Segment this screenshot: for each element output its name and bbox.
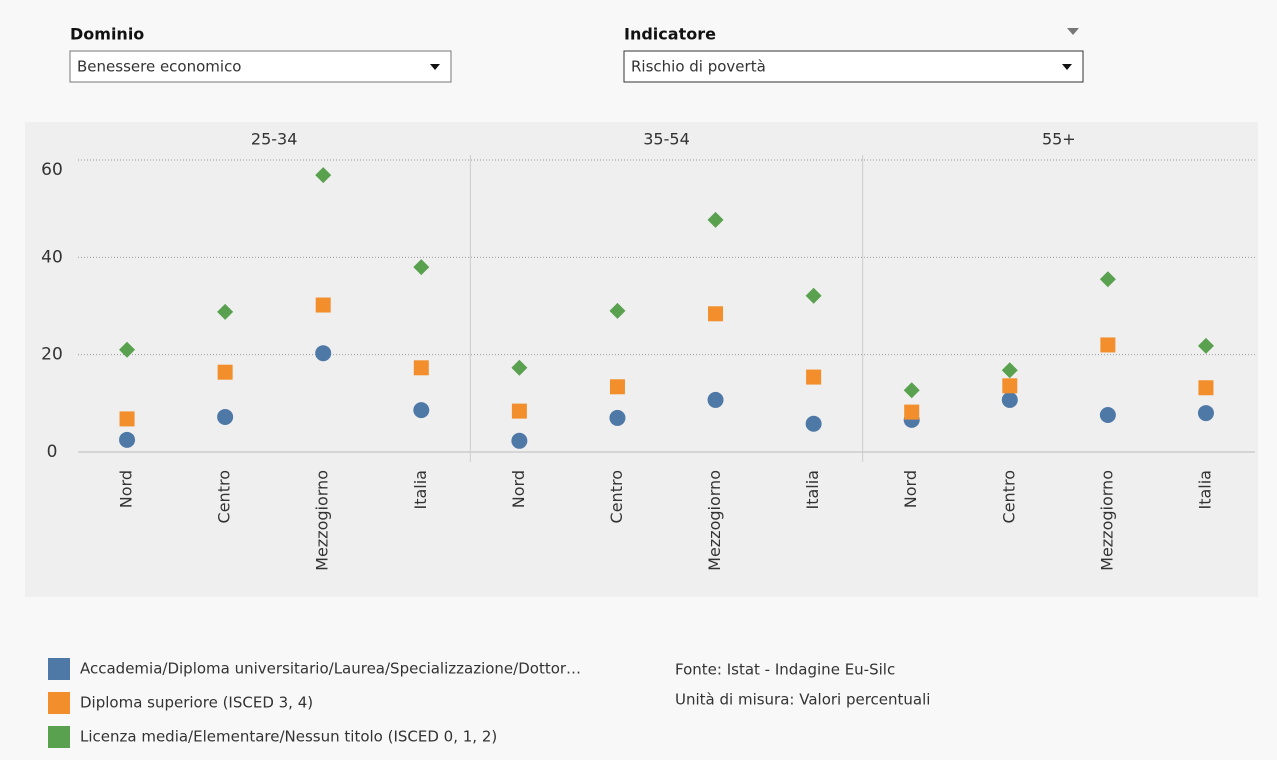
dot (1001, 391, 1018, 408)
dot (1001, 362, 1018, 379)
menu-arrow[interactable] (1067, 28, 1079, 35)
dot (413, 259, 430, 276)
x-tick-label: Mezzogiorno (1097, 470, 1116, 571)
y-tick-label: 20 (41, 345, 63, 365)
dot (511, 432, 528, 449)
dot (315, 297, 331, 313)
legend-label: Licenza media/Elementare/Nessun titolo (… (80, 728, 497, 746)
facet-label: 55+ (1042, 130, 1076, 149)
dot (903, 382, 920, 399)
dot (511, 359, 528, 376)
dot (609, 302, 626, 319)
legend-label: Diploma superiore (ISCED 3, 4) (80, 694, 313, 712)
dot (1198, 380, 1214, 396)
dot (413, 402, 430, 419)
dot (217, 364, 233, 380)
x-tick-label: Nord (509, 470, 528, 508)
facet-label: 25-34 (251, 130, 298, 149)
legend-swatch (48, 658, 70, 680)
note: Unità di misura: Valori percentuali (675, 691, 930, 709)
filter-label: Dominio (70, 25, 144, 44)
legend-swatch (48, 692, 70, 714)
x-tick-label: Nord (901, 470, 920, 508)
dot (1002, 378, 1018, 394)
facet-label: 35-54 (643, 130, 690, 149)
dot (413, 360, 429, 376)
dot (904, 404, 920, 420)
dot (707, 211, 724, 228)
dot (1100, 337, 1116, 353)
dropdown-value[interactable]: Rischio di povertà (631, 58, 766, 76)
dot (1197, 405, 1214, 422)
x-tick-label: Italia (803, 470, 822, 510)
x-tick-label: Mezzogiorno (705, 470, 724, 571)
dropdown-arrow[interactable] (1062, 64, 1072, 70)
legend-label: Accademia/Diploma universitario/Laurea/S… (80, 660, 581, 678)
dot (805, 415, 822, 432)
filter-label: Indicatore (624, 25, 716, 44)
legend-swatch (48, 726, 70, 748)
chart-panel (25, 122, 1258, 597)
dot (609, 379, 625, 395)
x-tick-label: Italia (411, 470, 430, 510)
x-tick-label: Nord (117, 470, 136, 508)
note: Fonte: Istat - Indagine Eu-Silc (675, 661, 895, 679)
dot (511, 403, 527, 419)
dropdown-arrow[interactable] (430, 64, 440, 70)
dot (119, 341, 136, 358)
y-tick-label: 60 (41, 160, 63, 180)
y-tick-label: 40 (41, 247, 63, 267)
x-tick-label: Mezzogiorno (313, 470, 332, 571)
x-tick-label: Italia (1195, 470, 1214, 510)
dot (1099, 407, 1116, 424)
dot (1197, 337, 1214, 354)
dot (609, 409, 626, 426)
y-tick-label: 0 (47, 442, 58, 462)
dropdown-value[interactable]: Benessere economico (77, 58, 242, 76)
dot (119, 431, 136, 448)
dot (217, 303, 234, 320)
dot (315, 167, 332, 184)
dot (1099, 271, 1116, 288)
x-tick-label: Centro (607, 470, 626, 523)
dot (806, 369, 822, 385)
dot (708, 306, 724, 322)
dot (119, 411, 135, 427)
dropdown[interactable] (623, 50, 1084, 83)
dot (707, 391, 724, 408)
x-tick-label: Centro (999, 470, 1018, 523)
dot (805, 287, 822, 304)
x-tick-label: Centro (215, 470, 234, 523)
dot (217, 408, 234, 425)
dot (315, 345, 332, 362)
dropdown[interactable] (69, 50, 452, 83)
